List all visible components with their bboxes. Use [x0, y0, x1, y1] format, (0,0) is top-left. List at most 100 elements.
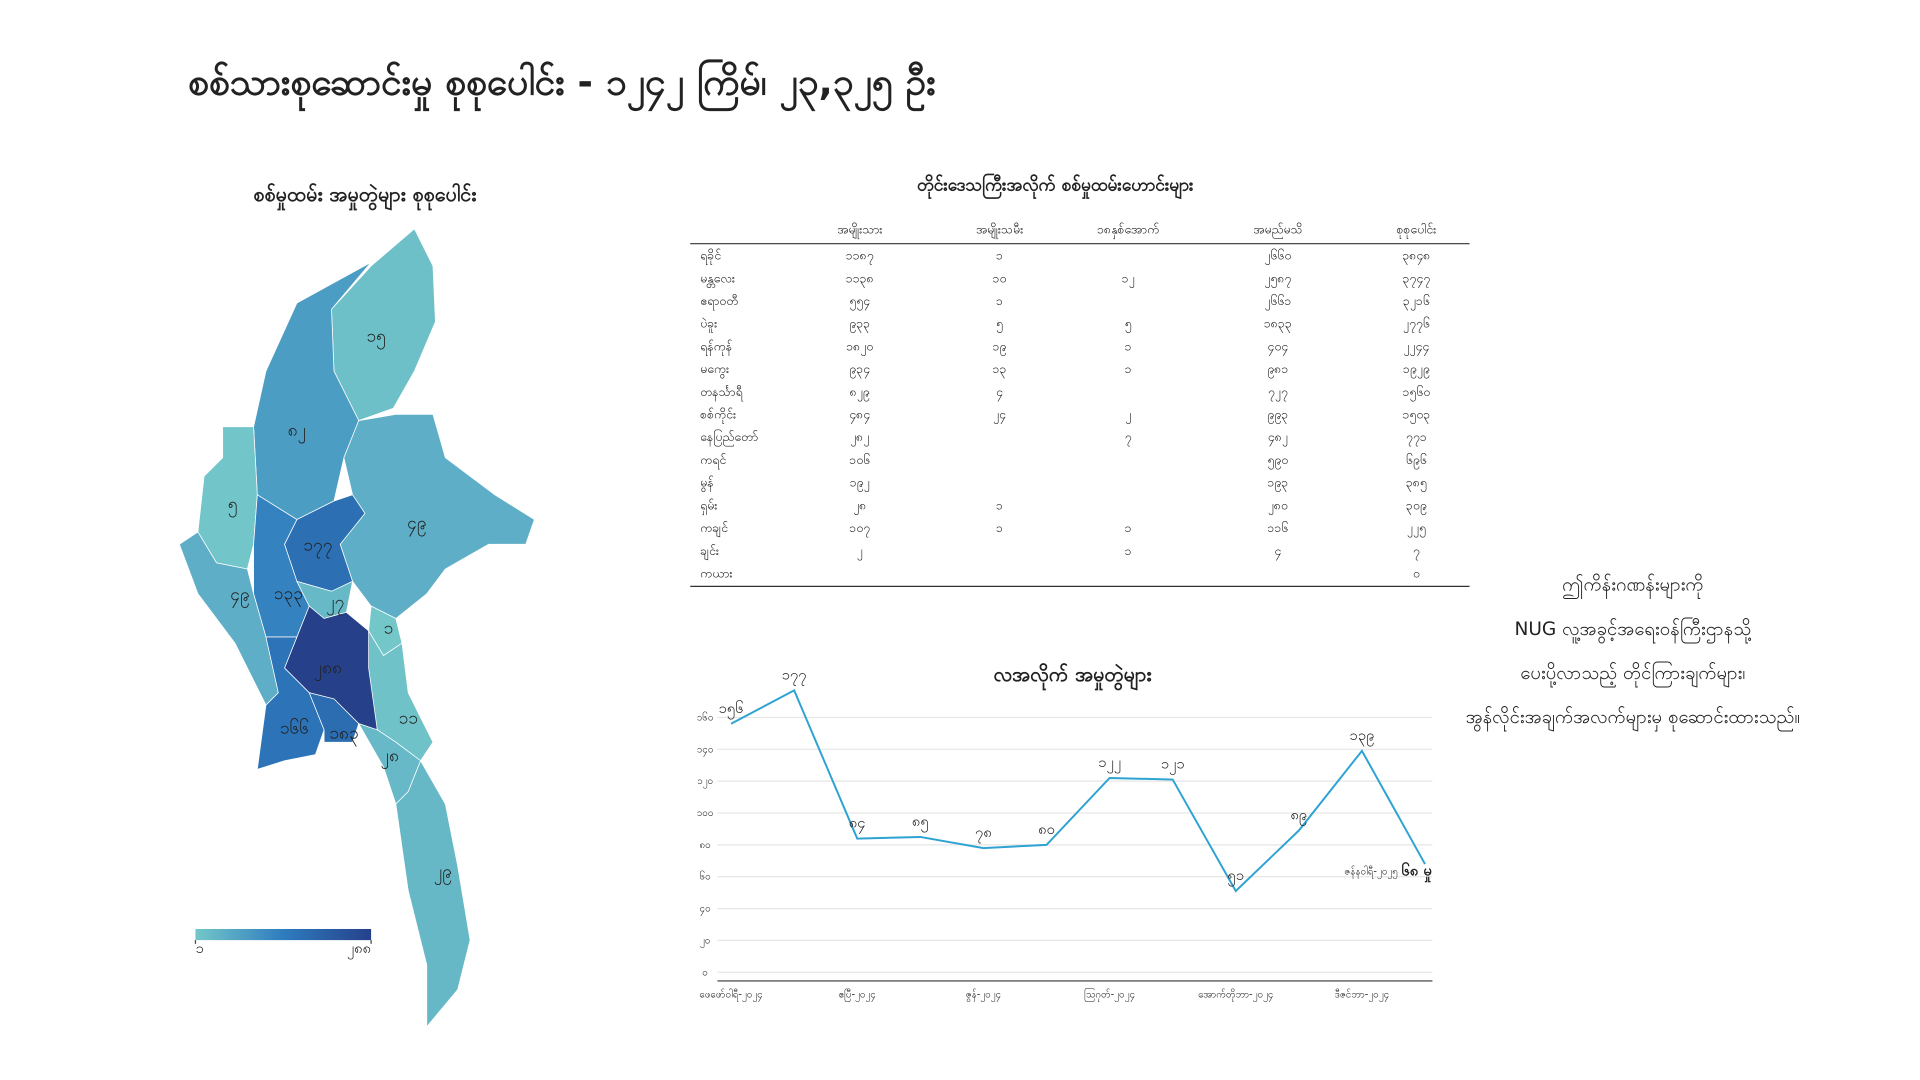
note-line: ပေးပို့လာသည့် တိုင်ကြားချက်များ၊	[1520, 662, 1745, 687]
annotation: ဇန်နဝါရီ-၂၀၂၅	[1344, 864, 1397, 879]
table-cell: ၇၇၁	[1406, 430, 1427, 447]
y-tick-label: ၀	[702, 967, 708, 978]
table-cell: ၁၁၃၈	[846, 271, 874, 288]
row-label: နေပြည်တော်	[700, 428, 758, 447]
table-cell: ၃၈၅	[1406, 476, 1427, 493]
row-label: ကရင်	[700, 452, 727, 470]
row-label: ပဲခူး	[700, 316, 717, 333]
y-tick-label: ၁၄၀	[697, 744, 714, 757]
table-cell: ၁၁၈၇	[846, 249, 874, 266]
table-cell: ၉၃၃	[849, 317, 870, 334]
region-label: ၄၉	[407, 513, 426, 536]
region-label: ၂၈၈	[314, 658, 342, 681]
region-label: ၁၃၃	[274, 584, 303, 607]
map-region	[339, 414, 535, 619]
data-label: ၁၂၁	[1161, 756, 1185, 776]
y-tick-label: ၁၆၀	[697, 710, 714, 723]
y-tick-label: ၄၀	[700, 904, 711, 917]
table-cell: ၁၅၀၃	[1402, 408, 1430, 425]
table-title: တိုင်းဒေသကြီးအလိုက် စစ်မှုထမ်းဟောင်းများ	[917, 173, 1194, 200]
table-cell: ၂၈	[853, 498, 866, 515]
y-tick-label: ၁၀၀	[697, 808, 714, 819]
region-label: ၁၁	[398, 709, 417, 729]
table-cell: ၁၃	[993, 362, 1007, 379]
table-header: စုစုပေါင်း	[1396, 222, 1436, 240]
row-label: စစ်ကိုင်း	[700, 407, 736, 425]
line-title: လအလိုက် အမှုတွဲများ	[994, 662, 1152, 691]
note-line: အွန်လိုင်းအချက်အလက်များမှ စုဆောင်းထားသည်…	[1466, 707, 1801, 731]
table-header: အမျိုးသား	[837, 222, 882, 240]
table-cell: ၅	[1125, 317, 1132, 334]
colorbar-label: ၂၈၈	[347, 940, 371, 960]
x-tick-label: ဖေဖော်ဝါရီ-၂၀၂၄	[699, 988, 762, 1003]
table-cell: ၂၆၆၀	[1264, 248, 1291, 266]
map-region	[308, 692, 360, 743]
colorbar-label: ၁	[195, 940, 203, 957]
region-label: ၈၂	[288, 420, 306, 443]
table-cell: ၁	[996, 521, 1003, 535]
data-label: ၆၈ မှု	[1402, 860, 1433, 883]
x-tick-label: အောက်တိုဘာ-၂၀၂၄	[1198, 988, 1273, 1003]
region-label: ၄၉	[230, 585, 249, 608]
table-cell: ၈၂၉	[850, 385, 870, 402]
table-cell: ၁၉	[993, 339, 1007, 356]
note-line: NUG လူ့အခွင့်အရေးဝန်ကြီးဌာနသို့	[1514, 618, 1751, 643]
table-cell: ၉၉၃	[1267, 408, 1288, 425]
map-region	[331, 228, 436, 422]
table-cell: ၂	[857, 544, 863, 561]
data-label: ၁၂၂	[1098, 754, 1121, 774]
table-cell: ၂၆၆၁	[1264, 293, 1291, 311]
data-label: ၈၀	[1038, 821, 1055, 838]
table-cell: ၄၈၄	[849, 408, 870, 425]
x-tick-label: ဧပြီ-၂၀၂၄	[839, 987, 876, 1003]
table-cell: ၆၉၆	[1406, 452, 1427, 470]
map-region	[256, 636, 325, 770]
region-label: ၂၉	[434, 862, 452, 885]
x-tick-label: ဇွန်-၂၀၂၄	[966, 988, 1001, 1003]
table-cell: ၅၉၀	[1267, 453, 1288, 470]
table-cell: ၄၀၄	[1267, 339, 1288, 356]
table-cell: ၁၉၂	[850, 476, 870, 493]
table-cell: ၁၈၂၀	[846, 339, 873, 356]
table-cell: ၁၀၇	[849, 521, 870, 538]
table-cell: ၂၂၄၄	[1403, 339, 1429, 356]
data-label: ၅၁	[1227, 867, 1244, 887]
region-label: ၂၇	[326, 592, 344, 615]
table-cell: ၃၈၄၈	[1402, 249, 1430, 266]
table-cell: ၂၄	[993, 408, 1006, 425]
y-tick-label: ၆၀	[700, 870, 711, 883]
table-cell: ၀	[1413, 567, 1420, 581]
table-cell: ၁၈၃၃	[1264, 317, 1292, 334]
table-cell: ၁၁၆	[1267, 520, 1288, 535]
table-cell: ၂၂၅	[1407, 521, 1426, 538]
table-cell: ၇၂၇	[1268, 385, 1288, 402]
x-tick-label: ဒီဇင်ဘာ-၂၀၂၄	[1335, 988, 1389, 1003]
table-cell: ၃၂၁၆	[1403, 293, 1430, 311]
series-line	[730, 688, 1426, 893]
row-label: ရန်ကုန်	[700, 338, 733, 356]
table-cell: ၁	[996, 249, 1003, 263]
colorbar	[195, 928, 372, 941]
y-tick-label: ၈၀	[699, 840, 710, 851]
table-cell: ၇	[1125, 430, 1132, 447]
region-label: ၁၈၃	[329, 724, 358, 747]
table-cell: ၁	[996, 294, 1003, 308]
page-title: စစ်သားစုဆောင်းမှု စုစုပေါင်း - ၁၂၄၂ ကြိမ…	[188, 59, 936, 113]
table-header: ၁၈နှစ်အောက်	[1097, 222, 1159, 240]
content: စစ်သားစုဆောင်းမှု စုစုပေါင်း - ၁၂၄၂ ကြိမ…	[178, 59, 1801, 1028]
data-label: ၁၃၉	[1349, 727, 1374, 747]
table-cell: ၁	[996, 498, 1003, 512]
row-label: ကယား	[700, 567, 732, 581]
table-cell: ၂၈၀	[1268, 498, 1288, 515]
row-label: ရှမ်း	[700, 497, 717, 515]
table-cell: ၁	[1125, 362, 1132, 376]
map-region	[395, 759, 471, 1028]
region-label: ၁၅	[366, 326, 385, 349]
table-cell: ၄၈၂	[1268, 430, 1288, 447]
data-label: ၁၅၆	[719, 699, 744, 720]
y-tick-label: ၂၀	[700, 935, 710, 948]
table-cell: ၁၅၆၀	[1402, 384, 1430, 402]
table-cell: ၁	[1125, 544, 1132, 558]
note-line: ဤကိန်းဂဏန်းများကို	[1562, 575, 1703, 599]
y-tick-label: ၁၂၀	[697, 776, 713, 789]
